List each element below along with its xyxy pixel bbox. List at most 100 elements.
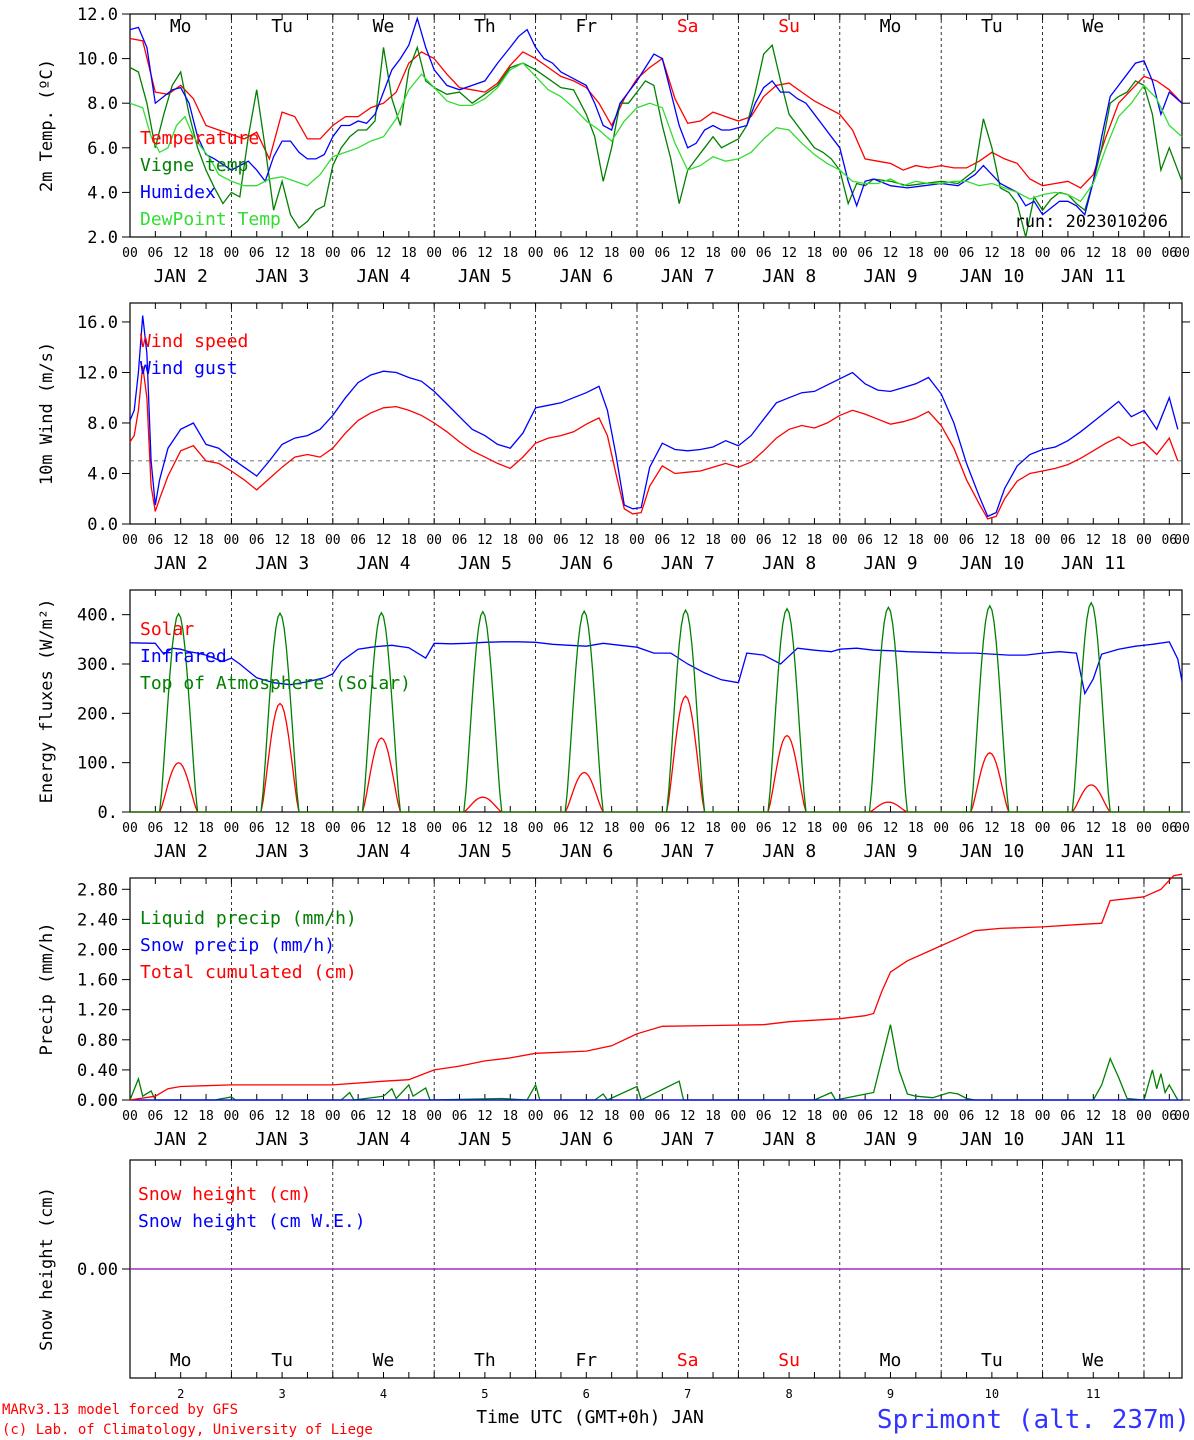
x-hour-label: 18 — [300, 533, 316, 548]
chart-panel-5: 0.00 Snow height (cm) Mo Tu We Th Fr Sa Su Mo Tu We… — [37, 1159, 1190, 1401]
y-tick-label: 4.0 — [87, 464, 118, 484]
y-tick-label: 2.40 — [77, 910, 118, 930]
legend-entry: Humidex — [140, 182, 216, 203]
x-hour-label: 06 — [655, 246, 671, 261]
day-number-label: 10 — [985, 1387, 999, 1401]
x-hour-label: 06 — [249, 246, 265, 261]
weekday-label: Fr — [575, 1350, 597, 1371]
x-date-label: JAN 2 — [154, 841, 208, 862]
y-tick-label: 400. — [77, 606, 118, 626]
x-hour-label: 06 — [148, 821, 164, 836]
legend-entry: Vigne temp — [140, 155, 248, 176]
x-hour-label: 18 — [604, 1109, 620, 1124]
x-hour-label: 06 — [553, 533, 569, 548]
x-hour-label: 06 — [756, 246, 772, 261]
x-hour-label: 12 — [984, 1109, 1000, 1124]
x-hour-label: 12 — [578, 821, 594, 836]
x-hour-label: 18 — [807, 246, 823, 261]
x-date-label: JAN 2 — [154, 1129, 208, 1150]
weekday-label: We — [373, 16, 395, 37]
x-hour-label: 18 — [604, 533, 620, 548]
day-number-label: 8 — [785, 1387, 792, 1401]
series-line-vigne-temp — [129, 43, 1183, 238]
x-hour-label: 18 — [502, 533, 518, 548]
x-hour-label: 00 — [426, 533, 442, 548]
x-date-label: JAN 7 — [661, 266, 715, 287]
x-hour-label: 18 — [604, 821, 620, 836]
x-hour-label: 00 — [731, 246, 747, 261]
x-date-label: JAN 5 — [458, 553, 512, 574]
x-hour-label: 12 — [173, 1109, 189, 1124]
x-hour-label: 06 — [249, 533, 265, 548]
x-hour-label: 18 — [198, 821, 214, 836]
x-hour-label: 00 — [832, 821, 848, 836]
x-hour-label: 06 — [959, 1109, 975, 1124]
x-date-label: JAN 9 — [863, 1129, 917, 1150]
day-number-label: 2 — [177, 1387, 184, 1401]
x-hour-label: 12 — [883, 1109, 899, 1124]
plot-frame — [129, 589, 1183, 813]
x-hour-label: 18 — [1009, 821, 1025, 836]
x-date-label: JAN 11 — [1061, 1129, 1126, 1150]
x-hour-label: 18 — [198, 1109, 214, 1124]
x-hour-label: 12 — [984, 821, 1000, 836]
y-tick-label: 10.0 — [77, 50, 118, 70]
y-tick-label: 0.00 — [77, 1091, 118, 1111]
x-date-label: JAN 7 — [661, 1129, 715, 1150]
y-axis-label: Precip (mm/h) — [37, 922, 57, 1055]
x-hour-label: 18 — [401, 533, 417, 548]
x-hour-label: 06 — [1060, 821, 1076, 836]
weekday-label: Tu — [981, 1350, 1003, 1371]
weekday-label: Tu — [271, 16, 293, 37]
x-hour-label: 06 — [1161, 246, 1177, 261]
x-hour-label: 12 — [781, 821, 797, 836]
x-hour-label: 00 — [325, 246, 341, 261]
x-date-label: JAN 9 — [863, 553, 917, 574]
y-tick-label: 0.0 — [87, 515, 118, 535]
x-date-label: JAN 10 — [959, 553, 1024, 574]
x-hour-label: 18 — [705, 246, 721, 261]
x-hour-label: 06 — [553, 246, 569, 261]
weekday-label: Th — [474, 1350, 496, 1371]
x-hour-label: 12 — [883, 533, 899, 548]
x-hour-label: 00 — [1174, 246, 1190, 261]
x-hour-label: 12 — [477, 821, 493, 836]
x-hour-label: 06 — [756, 533, 772, 548]
x-hour-label: 12 — [1085, 246, 1101, 261]
x-hour-label: 00 — [731, 821, 747, 836]
x-hour-label: 00 — [629, 1109, 645, 1124]
x-hour-label: 12 — [680, 246, 696, 261]
x-hour-label: 12 — [883, 246, 899, 261]
x-hour-label: 18 — [1009, 246, 1025, 261]
x-hour-label: 12 — [477, 246, 493, 261]
x-hour-label: 18 — [401, 821, 417, 836]
legend-entry: Infrared — [140, 646, 227, 667]
x-hour-label: 18 — [1111, 533, 1127, 548]
x-hour-label: 18 — [1009, 1109, 1025, 1124]
x-hour-label: 12 — [578, 1109, 594, 1124]
x-hour-label: 18 — [908, 1109, 924, 1124]
x-date-label: JAN 3 — [255, 266, 309, 287]
x-hour-label: 06 — [249, 821, 265, 836]
legend-entry: Snow height (cm) — [138, 1184, 311, 1205]
x-hour-label: 00 — [1174, 1109, 1190, 1124]
x-hour-label: 18 — [198, 246, 214, 261]
series-line-wind-gust — [129, 315, 1179, 518]
x-hour-label: 06 — [452, 821, 468, 836]
x-date-label: JAN 10 — [959, 841, 1024, 862]
x-hour-label: 06 — [756, 1109, 772, 1124]
x-hour-label: 00 — [122, 533, 138, 548]
x-hour-label: 00 — [122, 1109, 138, 1124]
chart-panel-4: 0.00 0.40 0.80 1.20 1.60 2.00 2.40 2.80 Precip (… — [37, 873, 1190, 1150]
chart-panel-3: 0. 100. 200. 300. 400. Energy fluxes (W/m²) 00… — [37, 589, 1190, 862]
x-hour-label: 12 — [578, 533, 594, 548]
x-date-label: JAN 4 — [356, 266, 410, 287]
weekday-label: Mo — [170, 1350, 192, 1371]
x-hour-label: 00 — [1035, 246, 1051, 261]
weekday-label: Su — [778, 1350, 800, 1371]
x-date-label: JAN 7 — [661, 553, 715, 574]
y-tick-label: 8.0 — [87, 94, 118, 114]
x-hour-label: 18 — [1111, 246, 1127, 261]
